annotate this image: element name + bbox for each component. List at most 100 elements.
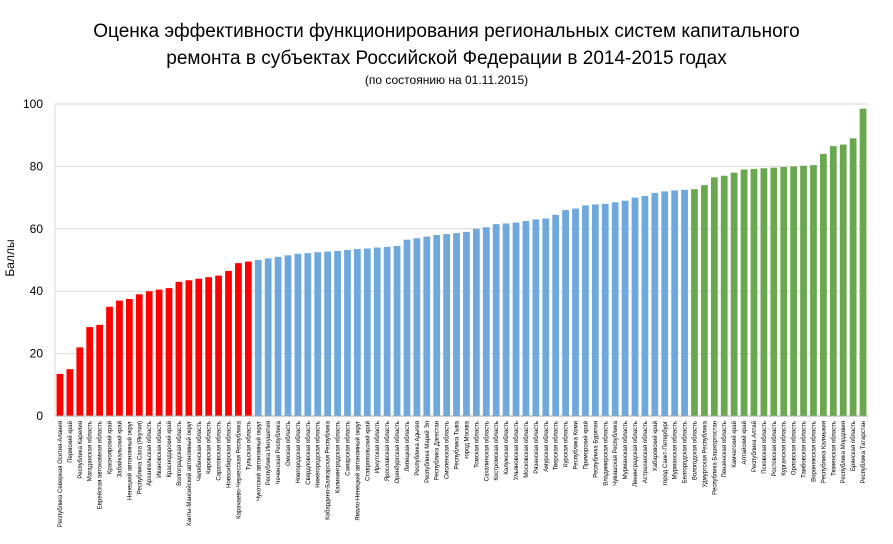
bar: [453, 233, 460, 416]
x-category-label: Республика Татарстан: [861, 421, 867, 483]
x-category-label: Тульская область: [246, 421, 252, 470]
x-category-label: Ямало-Ненецкий автономный округ: [354, 420, 361, 521]
bar: [56, 373, 64, 416]
bar: [294, 253, 302, 416]
x-category-label: Нижегородская область: [316, 421, 322, 488]
bar: [512, 222, 520, 416]
x-category-label: город Москва: [464, 420, 470, 458]
bar: [195, 278, 203, 416]
x-category-label: Республика Бурятия: [593, 421, 599, 478]
x-category-label: Мурманская область: [673, 421, 679, 479]
bar: [344, 250, 351, 416]
bar: [601, 203, 609, 416]
bar: [780, 167, 788, 416]
x-category-label: Новосибирская область: [227, 421, 233, 488]
x-category-label: Мурманская область: [623, 421, 629, 479]
bar: [185, 280, 193, 416]
x-category-label: Еврейская автономная область: [97, 421, 104, 509]
bar: [116, 300, 123, 416]
x-category-label: Ленинградская область: [633, 421, 639, 487]
x-category-label: Ростовская область: [772, 421, 778, 476]
x-category-label: Орловская область: [792, 421, 798, 475]
bar: [225, 270, 232, 416]
bar: [433, 235, 441, 416]
x-category-label: Белгородская область: [683, 421, 689, 483]
x-category-label: Республика Ингушетия: [266, 421, 272, 485]
x-category-label: Республика Коми: [574, 421, 580, 469]
bar: [443, 234, 450, 416]
x-category-label: Камчатский край: [731, 421, 738, 468]
bar: [492, 224, 500, 416]
bar: [790, 166, 798, 416]
bar: [106, 306, 113, 416]
x-category-label: Саратовская область: [217, 421, 223, 481]
x-category-label: Самарская область: [345, 421, 351, 476]
bar: [363, 248, 371, 416]
bar: [681, 189, 688, 416]
x-category-label: Алтайский край: [741, 421, 748, 465]
bar: [760, 168, 768, 416]
x-category-label: Смоленская область: [445, 421, 451, 479]
x-category-label: Магаданская область: [88, 421, 94, 481]
bar: [215, 275, 222, 416]
x-category-label: Липецкая область: [405, 421, 411, 472]
bar: [611, 202, 619, 416]
bar: [482, 227, 490, 416]
x-category-label: Курская область: [564, 421, 570, 467]
x-category-label: Тамбовская область: [802, 421, 808, 478]
bar: [631, 197, 639, 416]
bar: [403, 239, 411, 416]
bar: [661, 191, 669, 416]
bar: [671, 190, 679, 416]
x-category-label: Ненецкий автономный округ: [126, 420, 133, 500]
bar: [145, 291, 153, 416]
bar: [750, 168, 758, 416]
bar: [473, 228, 480, 416]
bar: [770, 167, 778, 416]
x-category-label: Чукотский автономный округ: [255, 420, 262, 501]
bar: [76, 347, 84, 416]
x-category-label: Республика Марий Эл: [424, 421, 431, 483]
x-category-label: Брянская область: [851, 421, 857, 471]
x-category-label: Республика Тыва: [455, 420, 461, 469]
bar: [740, 169, 748, 416]
bar: [304, 253, 312, 416]
x-category-label: Астраханская область: [643, 421, 649, 483]
bar: [324, 251, 332, 416]
x-category-label: Сахалинская область: [484, 421, 490, 481]
bar: [423, 236, 431, 416]
bar: [284, 255, 292, 416]
bar: [800, 165, 807, 416]
x-category-label: Омская область: [286, 421, 292, 466]
bar: [502, 223, 510, 416]
x-axis-category-labels: Республика Северная Осетия-Алания Пермски…: [58, 420, 867, 527]
bar: [651, 192, 659, 416]
x-category-label: Ханты-Мансийский автономный округ: [186, 420, 193, 526]
x-category-label: Свердловская область: [306, 421, 312, 485]
bar: [859, 108, 867, 417]
x-category-label: Костромская область: [494, 421, 500, 481]
x-category-label: Тверская область: [554, 421, 560, 470]
x-category-label: Рязанская область: [534, 421, 540, 474]
bar: [849, 138, 857, 416]
bar: [591, 204, 599, 416]
x-category-label: Чеченская Республика: [276, 420, 282, 484]
bar: [393, 245, 401, 416]
bar: [701, 185, 708, 416]
y-tick-label: 60: [30, 222, 44, 236]
bar: [720, 175, 728, 416]
x-category-label: Хабаровский край: [652, 421, 659, 471]
x-category-label: Архангельская область: [147, 421, 153, 486]
bar: [264, 258, 272, 416]
bar: [334, 250, 341, 416]
x-category-label: Калининградская область: [336, 421, 342, 493]
bar: [582, 205, 589, 416]
x-category-label: Томская область: [474, 421, 480, 468]
x-category-label: Республика Адыгея: [415, 421, 421, 476]
x-category-label: Волгоградская область: [177, 421, 183, 486]
bar: [254, 260, 262, 416]
chart-title: Оценка эффективности функционирования ре…: [93, 21, 800, 42]
bar: [829, 146, 837, 416]
x-category-label: Республика Башкортостан: [712, 421, 718, 495]
